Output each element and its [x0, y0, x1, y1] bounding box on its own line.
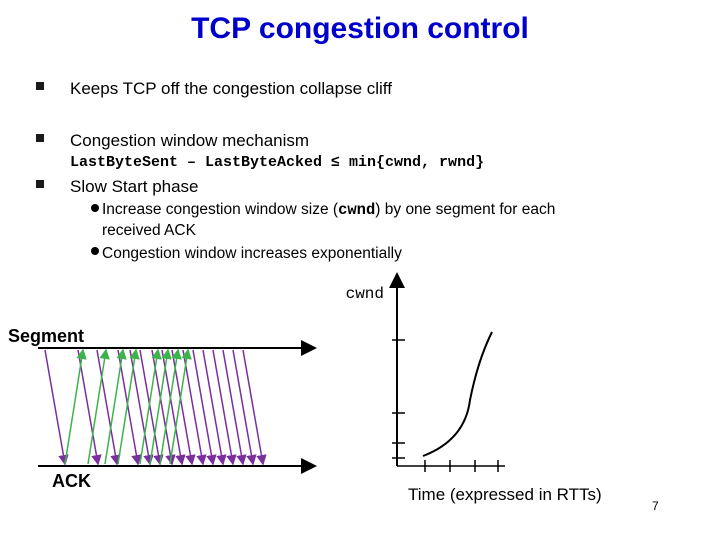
- code-line: LastByteSent – LastByteAcked ≤ min{cwnd,…: [70, 154, 484, 171]
- sub-bullet-icon: [91, 247, 99, 255]
- text-run: ) by one segment for each: [375, 201, 555, 218]
- ack-label: ACK: [52, 471, 91, 491]
- packet-arrow: [232, 349, 257, 466]
- slide-title: TCP congestion control: [191, 12, 529, 45]
- packet-arrow: [182, 349, 207, 466]
- y-axis-label: cwnd: [346, 285, 384, 303]
- packet-arrow: [159, 348, 182, 465]
- packet-arrow: [242, 349, 267, 466]
- packet-arrow: [44, 349, 69, 466]
- packet-arrow: [96, 349, 121, 466]
- x-axis-label: Time (expressed in RTTs): [408, 485, 602, 504]
- page-number: 7: [652, 499, 659, 513]
- sub-bullet-text: Congestion window increases exponentiall…: [102, 245, 402, 262]
- packet-arrow: [77, 349, 102, 466]
- packet-arrow: [149, 348, 172, 465]
- packet-arrow: [117, 348, 140, 465]
- packet-arrow: [117, 349, 142, 466]
- cwnd-curve: [422, 331, 493, 457]
- sub-bullet-icon: [91, 204, 99, 212]
- sub-bullet-text: Increase congestion window size (cwnd) b…: [102, 201, 555, 219]
- packet-arrow: [212, 349, 237, 466]
- packet-arrow: [139, 348, 162, 465]
- bullet-text: Keeps TCP off the congestion collapse cl…: [70, 79, 392, 98]
- packet-arrows: [44, 348, 267, 466]
- packet-arrow: [222, 349, 247, 466]
- packet-arrow: [64, 348, 87, 465]
- bullet-text: Slow Start phase: [70, 177, 199, 196]
- packet-arrow: [139, 349, 164, 466]
- text-run: Increase congestion window size (: [102, 201, 339, 218]
- bullet-icon: [36, 134, 44, 142]
- packet-arrow: [202, 349, 227, 466]
- code-run: cwnd: [338, 201, 375, 219]
- packet-arrow: [104, 348, 127, 465]
- packet-arrow: [87, 348, 110, 465]
- bullet-icon: [36, 180, 44, 188]
- segment-label: Segment: [8, 326, 84, 346]
- sub-bullet-text: received ACK: [102, 222, 197, 239]
- bullet-icon: [36, 82, 44, 90]
- packet-arrow: [192, 349, 217, 466]
- packet-arrow: [169, 348, 192, 465]
- axis-ticks: [392, 339, 499, 472]
- bullet-text: Congestion window mechanism: [70, 131, 309, 150]
